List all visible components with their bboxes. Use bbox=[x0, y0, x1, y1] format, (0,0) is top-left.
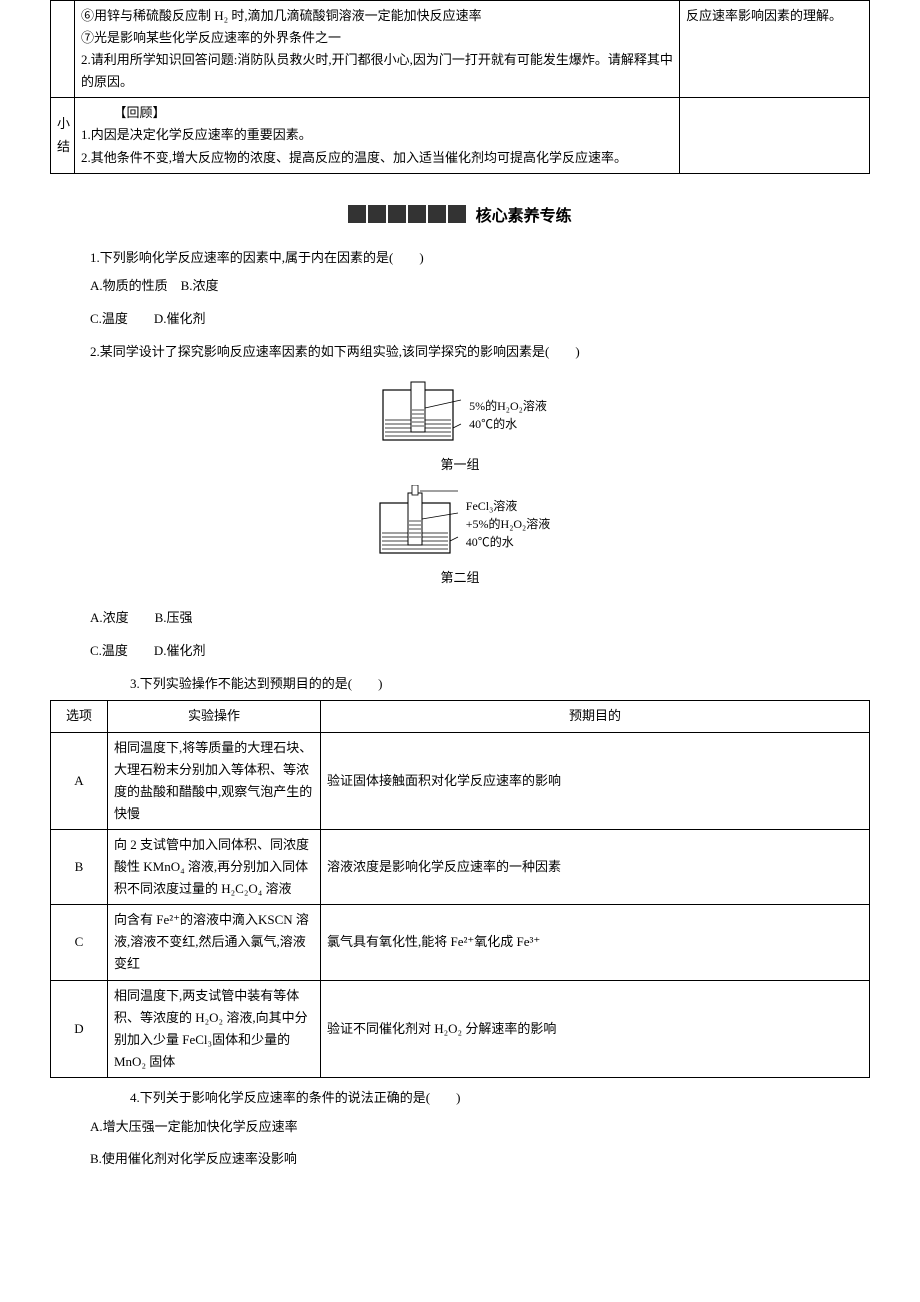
q3-r2-op: 向含有 Fe²⁺的溶液中滴入KSCN 溶液,溶液不变红,然后通入氯气,溶液变红 bbox=[108, 905, 321, 980]
top-row2-note bbox=[680, 98, 870, 173]
g2-label2: +5%的H₂O₂溶液 bbox=[466, 515, 550, 533]
q3-h-op: 实验操作 bbox=[108, 701, 321, 732]
top-row2-line3: 2.其他条件不变,增大反应物的浓度、提高反应的温度、加入适当催化剂均可提高化学反… bbox=[81, 147, 673, 169]
q3-table: 选项 实验操作 预期目的 A 相同温度下,将等质量的大理石块、大理石粉末分别加入… bbox=[50, 700, 870, 1077]
top-row1-line2: ⑦光是影响某些化学反应速率的外界条件之一 bbox=[81, 27, 673, 49]
q3-stem: 3.下列实验操作不能达到预期目的的是( ) bbox=[130, 672, 870, 697]
g2-caption: 第二组 bbox=[370, 567, 550, 586]
q2-opts-line1: A.浓度 B.压强 bbox=[90, 606, 870, 631]
q3-r3-op: 相同温度下,两支试管中装有等体积、等浓度的 H₂O₂ 溶液,向其中分别加入少量 … bbox=[108, 980, 321, 1077]
top-row1-main: ⑥用锌与稀硫酸反应制 H₂ 时,滴加几滴硫酸铜溶液一定能加快反应速率 ⑦光是影响… bbox=[75, 1, 680, 98]
q3-h-opt: 选项 bbox=[51, 701, 108, 732]
g2-label1: FeCl₃溶液 bbox=[466, 497, 550, 515]
g1-label2: 40℃的水 bbox=[469, 415, 547, 433]
q3-r1-goal: 溶液浓度是影响化学反应速率的一种因素 bbox=[321, 829, 870, 904]
q3-r0-op: 相同温度下,将等质量的大理石块、大理石粉末分别加入等体积、等浓度的盐酸和醋酸中,… bbox=[108, 732, 321, 829]
top-table: ⑥用锌与稀硫酸反应制 H₂ 时,滴加几滴硫酸铜溶液一定能加快反应速率 ⑦光是影响… bbox=[50, 0, 870, 174]
q4-optB: B.使用催化剂对化学反应速率没影响 bbox=[90, 1147, 870, 1172]
q3-r1-op: 向 2 支试管中加入同体积、同浓度酸性 KMnO₄ 溶液,再分别加入同体积不同浓… bbox=[108, 829, 321, 904]
q1-opts-line1: A.物质的性质 B.浓度 bbox=[90, 274, 870, 299]
beaker-icon-2 bbox=[370, 485, 460, 563]
q3-r0-opt: A bbox=[51, 732, 108, 829]
g1-label1: 5%的H₂O₂溶液 bbox=[469, 397, 547, 415]
q3-h-goal: 预期目的 bbox=[321, 701, 870, 732]
top-row2-line1: 【回顾】 bbox=[81, 102, 673, 124]
diagram-group-2: FeCl₃溶液 +5%的H₂O₂溶液 40℃的水 第二组 bbox=[370, 485, 550, 586]
q3-r1-opt: B bbox=[51, 829, 108, 904]
top-row1-line3: 2.请利用所学知识回答问题:消防队员救火时,开门都很小心,因为门一打开就有可能发… bbox=[81, 49, 673, 93]
q1-opts-line2: C.温度 D.催化剂 bbox=[90, 307, 870, 332]
q3-r3-opt: D bbox=[51, 980, 108, 1077]
g1-caption: 第一组 bbox=[373, 454, 547, 473]
q4-optA: A.增大压强一定能加快化学反应速率 bbox=[90, 1115, 870, 1140]
section-header: 核心素养专练 bbox=[50, 202, 870, 226]
experiment-diagram: 5%的H₂O₂溶液 40℃的水 第一组 bbox=[50, 374, 870, 592]
q3-r0-goal: 验证固体接触面积对化学反应速率的影响 bbox=[321, 732, 870, 829]
header-blocks-icon bbox=[348, 205, 468, 223]
table-row: B 向 2 支试管中加入同体积、同浓度酸性 KMnO₄ 溶液,再分别加入同体积不… bbox=[51, 829, 870, 904]
top-row1-label bbox=[51, 1, 75, 98]
top-row2-label: 小 结 bbox=[51, 98, 75, 173]
table-row: D 相同温度下,两支试管中装有等体积、等浓度的 H₂O₂ 溶液,向其中分别加入少… bbox=[51, 980, 870, 1077]
beaker-icon-1 bbox=[373, 380, 463, 450]
top-row1-line1: ⑥用锌与稀硫酸反应制 H₂ 时,滴加几滴硫酸铜溶液一定能加快反应速率 bbox=[81, 5, 673, 27]
q2-opts-line2: C.温度 D.催化剂 bbox=[90, 639, 870, 664]
q1-stem: 1.下列影响化学反应速率的因素中,属于内在因素的是( ) bbox=[90, 246, 870, 271]
q2-stem: 2.某同学设计了探究影响反应速率因素的如下两组实验,该同学探究的影响因素是( ) bbox=[90, 340, 870, 365]
table-row: A 相同温度下,将等质量的大理石块、大理石粉末分别加入等体积、等浓度的盐酸和醋酸… bbox=[51, 732, 870, 829]
g2-label3: 40℃的水 bbox=[466, 533, 550, 551]
diagram-group-1: 5%的H₂O₂溶液 40℃的水 第一组 bbox=[373, 380, 547, 473]
q3-r2-goal: 氯气具有氧化性,能将 Fe²⁺氧化成 Fe³⁺ bbox=[321, 905, 870, 980]
q4-stem: 4.下列关于影响化学反应速率的条件的说法正确的是( ) bbox=[130, 1086, 870, 1111]
q3-r3-goal: 验证不同催化剂对 H₂O₂ 分解速率的影响 bbox=[321, 980, 870, 1077]
table-row: C 向含有 Fe²⁺的溶液中滴入KSCN 溶液,溶液不变红,然后通入氯气,溶液变… bbox=[51, 905, 870, 980]
section-title: 核心素养专练 bbox=[476, 202, 572, 226]
top-row2-line2: 1.内因是决定化学反应速率的重要因素。 bbox=[81, 124, 673, 146]
top-row2-main: 【回顾】 1.内因是决定化学反应速率的重要因素。 2.其他条件不变,增大反应物的… bbox=[75, 98, 680, 173]
q3-r2-opt: C bbox=[51, 905, 108, 980]
top-row1-note: 反应速率影响因素的理解。 bbox=[680, 1, 870, 98]
